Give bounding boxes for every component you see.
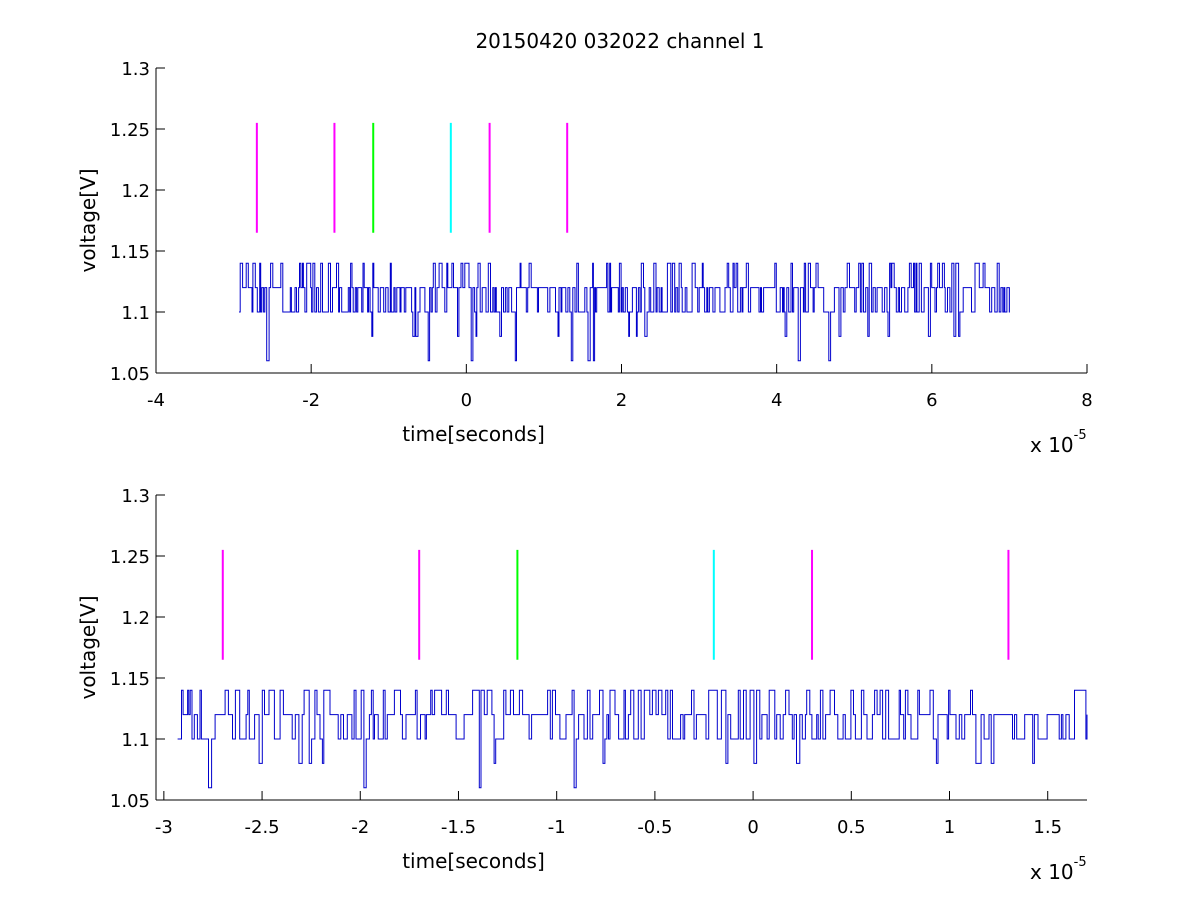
x-tick-label: -2 — [302, 390, 320, 411]
x-tick-label: -1 — [548, 817, 566, 838]
x-tick-label: 4 — [771, 390, 782, 411]
x-tick-label: 1 — [944, 817, 955, 838]
x-exponent-power: -5 — [1074, 855, 1087, 870]
x-tick-label: -1.5 — [441, 817, 476, 838]
x-exponent-prefix: x 10 — [1030, 433, 1074, 457]
x-tick-label: -0.5 — [637, 817, 672, 838]
y-tick-label: 1.1 — [121, 303, 150, 324]
bottom-plot: 1.05 1.1 1.15 1.2 1.25 1.3 -3 -2.5 -2 -1.5 -1 -0.5 0… — [76, 486, 1088, 884]
x-exponent-label: x 10-5 — [1030, 855, 1087, 884]
x-tick-label: 8 — [1081, 390, 1092, 411]
x-axis-label: time[seconds] — [402, 422, 545, 446]
x-exponent-label: x 10-5 — [1030, 428, 1087, 457]
x-tick-label: -3 — [155, 817, 173, 838]
y-tick-label: 1.25 — [110, 120, 150, 141]
x-tick-label: -2 — [351, 817, 369, 838]
y-tick-label: 1.2 — [121, 608, 150, 629]
y-axis-label: voltage[V] — [76, 168, 100, 272]
x-exponent-prefix: x 10 — [1030, 860, 1074, 884]
y-tick-label: 1.1 — [121, 730, 150, 751]
x-tick-label: -2.5 — [245, 817, 280, 838]
y-tick-label: 1.25 — [110, 547, 150, 568]
y-tick-label: 1.05 — [110, 364, 150, 385]
y-axis-label: voltage[V] — [76, 595, 100, 699]
top-plot: 1.05 1.1 1.15 1.2 1.25 1.3 -4 -2 0 2 4 6 8 time[secon… — [76, 59, 1093, 457]
y-tick-label: 1.15 — [110, 242, 150, 263]
x-exponent-power: -5 — [1074, 428, 1087, 443]
y-tick-label: 1.15 — [110, 669, 150, 690]
x-tick-label: 6 — [926, 390, 937, 411]
x-tick-label: 1.5 — [1033, 817, 1062, 838]
y-tick-label: 1.2 — [121, 181, 150, 202]
x-tick-label: 0.5 — [837, 817, 866, 838]
x-tick-label: 0 — [461, 390, 472, 411]
x-tick-label: 0 — [747, 817, 758, 838]
x-axis-label: time[seconds] — [402, 849, 545, 873]
y-tick-label: 1.05 — [110, 791, 150, 812]
x-tick-label: -4 — [147, 390, 165, 411]
figure-title: 20150420 032022 channel 1 — [475, 29, 764, 53]
voltage-series-line — [177, 689, 1088, 789]
y-tick-label: 1.3 — [121, 59, 150, 80]
voltage-series-line — [239, 262, 1010, 362]
x-tick-label: 2 — [616, 390, 627, 411]
y-tick-label: 1.3 — [121, 486, 150, 507]
